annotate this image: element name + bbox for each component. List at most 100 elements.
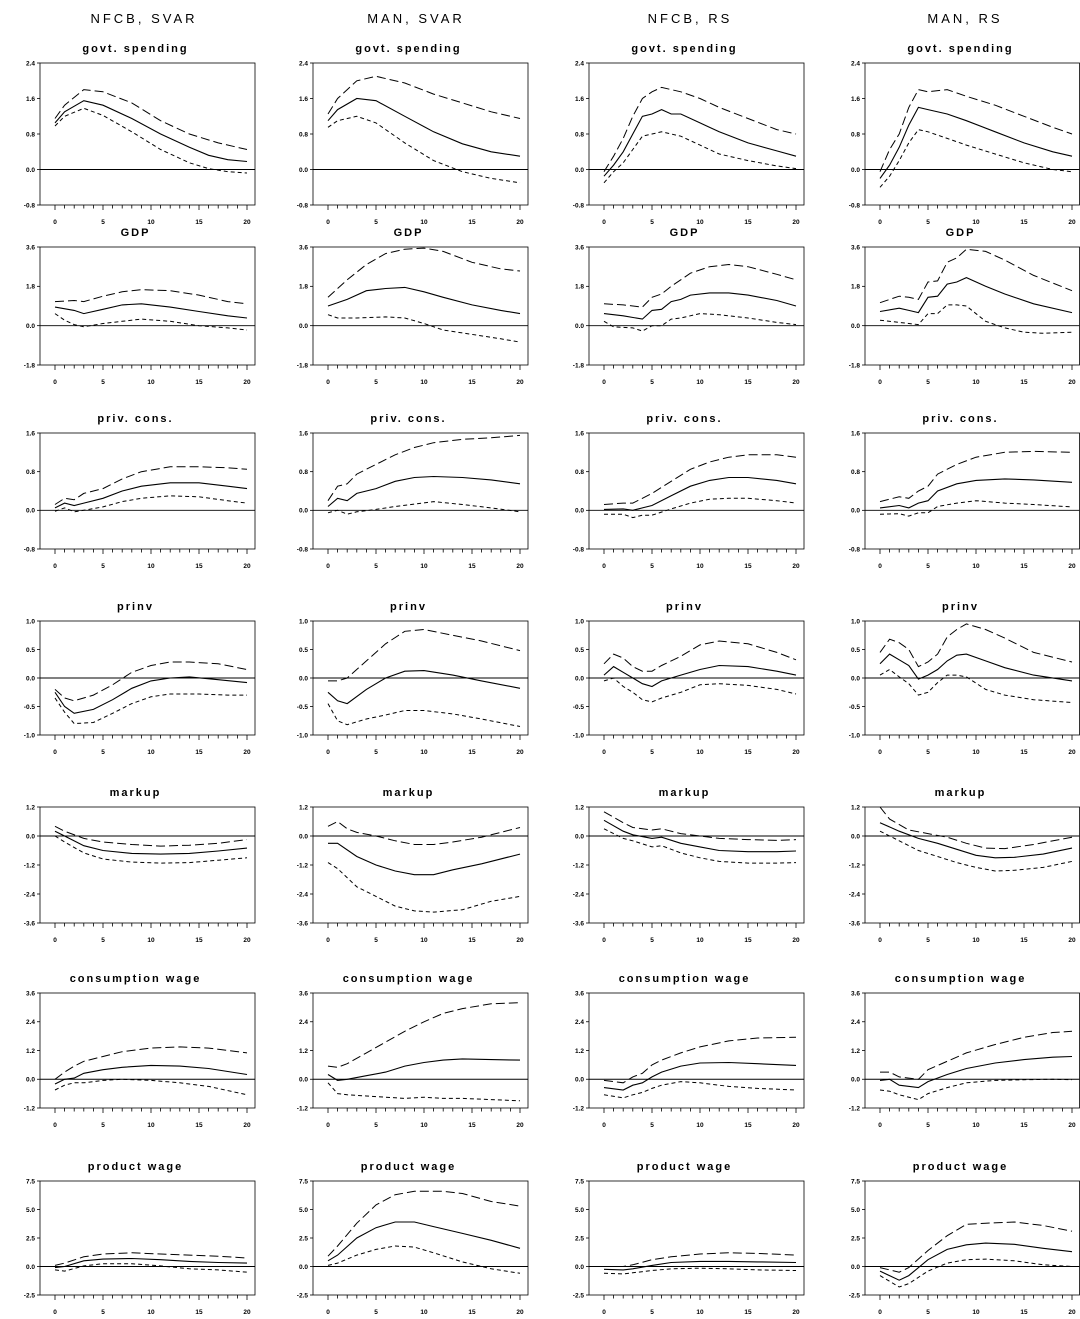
x-tick-label: 5 (650, 1122, 654, 1129)
y-tick-label: 2.4 (575, 1019, 584, 1026)
point-estimate-line (879, 1242, 1073, 1281)
x-tick-label: 15 (468, 749, 476, 756)
upper-band-line (54, 1252, 248, 1266)
plot-frame (39, 1180, 256, 1296)
y-tick-label: 0.0 (575, 508, 584, 515)
lower-band-line (54, 313, 248, 331)
y-tick-label: -1.0 (297, 732, 309, 739)
panel: markup 1.2 0.0 -1.2 -2.4 -3.6 0 5 10 15 20 (849, 787, 1080, 944)
upper-band-line (879, 623, 1073, 668)
x-tick-label: 0 (53, 219, 57, 226)
x-tick-label: 15 (468, 1122, 476, 1129)
panel-title: GDP (946, 227, 976, 239)
x-tick-label: 15 (468, 563, 476, 570)
y-tick-label: -2.4 (24, 891, 36, 898)
point-estimate-line (603, 664, 797, 688)
plot-frame (39, 992, 256, 1109)
column-header-man-rs: MAN, RS (927, 11, 1002, 26)
lower-band-line (603, 1267, 797, 1275)
panel: markup 1.2 0.0 -1.2 -2.4 -3.6 0 5 10 15 20 (24, 787, 256, 944)
y-tick-label: 0.0 (299, 508, 308, 515)
x-tick-label: 0 (878, 219, 882, 226)
panel-title: GDP (394, 227, 424, 239)
point-estimate-line (603, 1260, 797, 1271)
x-tick-label: 5 (926, 1309, 930, 1316)
x-tick-label: 0 (878, 749, 882, 756)
column-headers: NFCB, SVAR MAN, SVAR NFCB, RS MAN, RS (90, 11, 1002, 26)
y-tick-label: -0.8 (297, 546, 309, 553)
y-tick-label: 0.5 (851, 647, 860, 654)
upper-band-line (603, 811, 797, 841)
upper-band-line (327, 247, 521, 298)
point-estimate-line (54, 830, 248, 855)
x-tick-label: 15 (1020, 379, 1028, 386)
panel-title: product wage (913, 1161, 1009, 1173)
y-tick-label: 0.0 (575, 1264, 584, 1271)
y-tick-label: 1.0 (26, 618, 35, 625)
column-header-nfcb-rs: NFCB, RS (648, 11, 733, 26)
lower-band-line (879, 830, 1073, 872)
y-tick-label: 3.6 (299, 244, 308, 251)
point-estimate-line (54, 1257, 248, 1269)
y-tick-label: 0.0 (851, 675, 860, 682)
panel-title: GDP (121, 227, 151, 239)
y-tick-label: -0.8 (24, 546, 36, 553)
y-tick-label: 2.4 (26, 1019, 35, 1026)
y-tick-label: 0.0 (26, 833, 35, 840)
y-tick-label: 1.2 (575, 804, 584, 811)
y-tick-label: -2.5 (24, 1292, 36, 1299)
x-tick-label: 15 (468, 379, 476, 386)
y-tick-label: -3.6 (849, 920, 861, 927)
x-tick-label: 10 (696, 563, 704, 570)
upper-band-line (603, 454, 797, 505)
plot-frame (588, 62, 805, 206)
x-tick-label: 0 (326, 379, 330, 386)
upper-band-line (54, 289, 248, 305)
panel-title: consumption wage (70, 973, 202, 985)
y-tick-label: 1.8 (851, 284, 860, 291)
y-tick-label: 5.0 (299, 1207, 308, 1214)
x-tick-label: 20 (243, 219, 251, 226)
panel: consumption wage 3.6 2.4 1.2 0.0 -1.2 0 5 10 15 20 (297, 973, 529, 1129)
y-tick-label: 3.6 (26, 244, 35, 251)
y-tick-label: 5.0 (26, 1207, 35, 1214)
upper-band-line (54, 1046, 248, 1080)
x-tick-label: 10 (696, 219, 704, 226)
x-tick-label: 20 (792, 563, 800, 570)
y-tick-label: 0.5 (299, 647, 308, 654)
point-estimate-line (54, 100, 248, 163)
x-tick-label: 15 (1020, 219, 1028, 226)
x-tick-label: 10 (972, 749, 980, 756)
y-tick-label: 1.2 (299, 1048, 308, 1055)
lower-band-line (327, 115, 521, 184)
y-tick-label: 0.0 (299, 1264, 308, 1271)
x-tick-label: 15 (1020, 937, 1028, 944)
x-tick-label: 15 (195, 379, 203, 386)
panel-title: govt. spending (82, 43, 188, 55)
y-tick-label: 1.6 (26, 96, 35, 103)
y-tick-label: 0.8 (26, 131, 35, 138)
x-tick-label: 5 (926, 749, 930, 756)
panel: govt. spending 2.4 1.6 0.8 0.0 -0.8 0 5 10 15 20 (24, 43, 256, 226)
x-tick-label: 5 (374, 937, 378, 944)
lower-band-line (54, 1078, 248, 1096)
plot-frame (39, 806, 256, 924)
point-estimate-line (327, 670, 521, 705)
panel: consumption wage 3.6 2.4 1.2 0.0 -1.2 0 5 10 15 20 (24, 973, 256, 1129)
x-tick-label: 5 (101, 1122, 105, 1129)
lower-band-line (603, 677, 797, 703)
panel: GDP 3.6 1.8 0.0 -1.8 0 5 10 15 20 (297, 227, 529, 386)
y-tick-label: -0.8 (573, 202, 585, 209)
x-tick-label: 5 (101, 749, 105, 756)
x-tick-label: 20 (792, 379, 800, 386)
lower-band-line (603, 131, 797, 184)
lower-band-line (603, 828, 797, 864)
panel: consumption wage 3.6 2.4 1.2 0.0 -1.2 0 5 10 15 20 (573, 973, 805, 1129)
lower-band-line (327, 314, 521, 343)
y-tick-label: 7.5 (299, 1178, 308, 1185)
point-estimate-line (603, 108, 797, 177)
panel-title: markup (659, 787, 711, 799)
panel: priv. cons. 1.6 0.8 0.0 -0.8 0 5 10 15 20 (849, 413, 1080, 570)
y-tick-label: 0.0 (26, 1077, 35, 1084)
